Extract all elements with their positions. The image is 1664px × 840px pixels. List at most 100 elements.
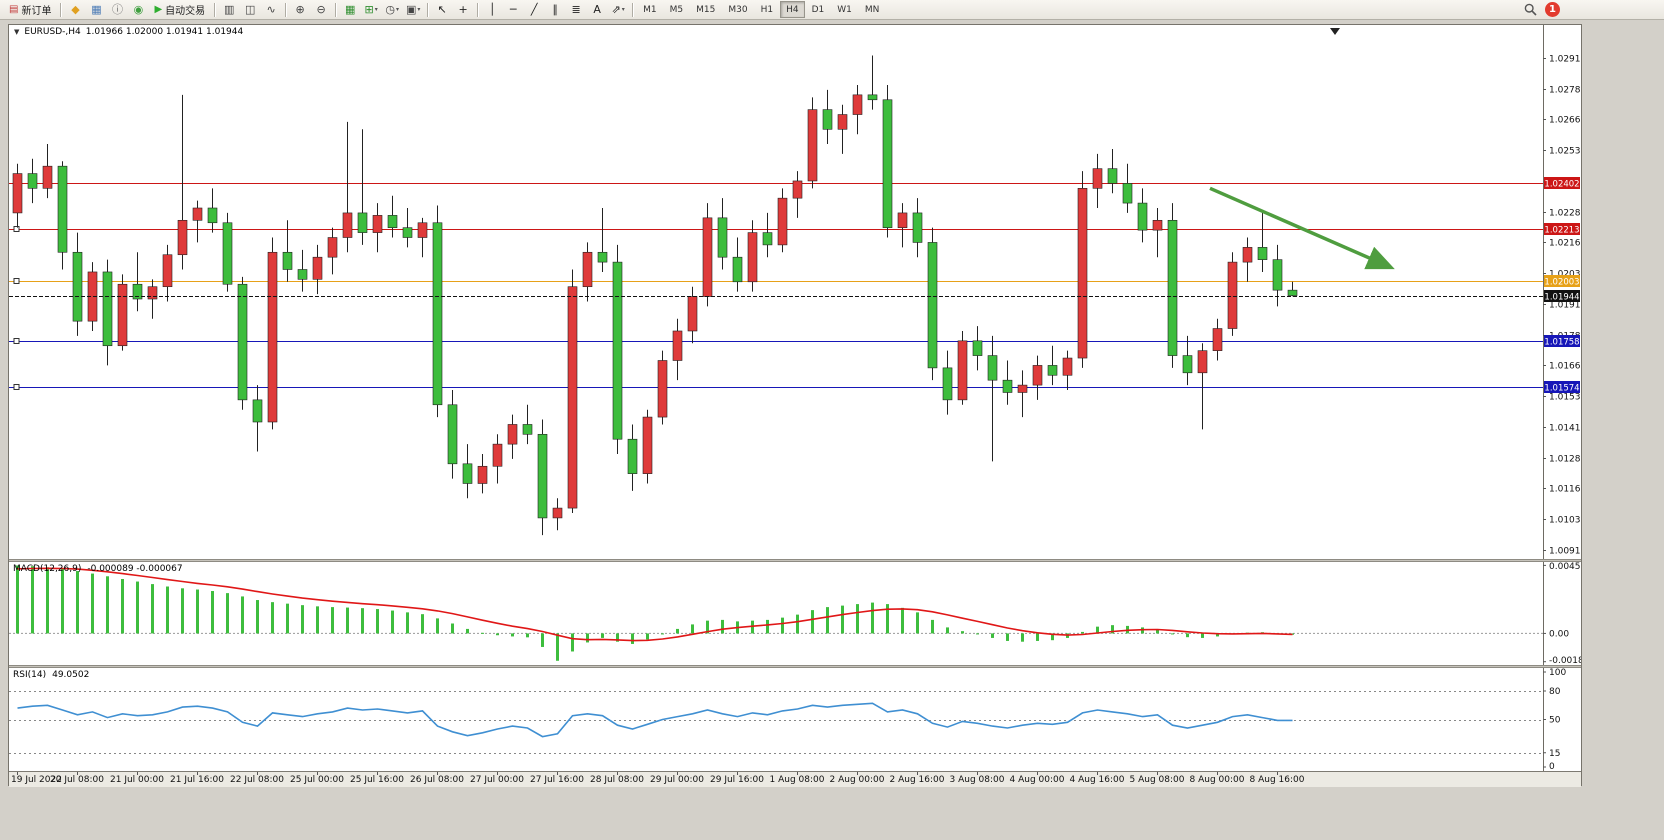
timeframe-h4-button[interactable]: H4 (780, 1, 805, 18)
time-label: 5 Aug 08:00 (1129, 775, 1185, 785)
pane-splitter[interactable] (9, 559, 1581, 562)
text-icon[interactable]: A (587, 1, 607, 18)
time-label: 29 Jul 16:00 (710, 775, 764, 785)
chevron-down-icon: ▾ (621, 5, 625, 13)
macd-name: MACD(12,26,9) (13, 564, 82, 574)
timeframe-m15-button[interactable]: M15 (696, 4, 716, 15)
new-chart-icon[interactable]: ⊞ ▾ (361, 1, 381, 18)
svg-text:1.01160: 1.01160 (1549, 485, 1581, 495)
svg-text:0.00: 0.00 (1549, 629, 1569, 639)
timeframe-m5-button[interactable]: M5 (669, 4, 684, 15)
timeframe-d1-button[interactable]: D1 (811, 4, 825, 15)
chevron-down-icon: ▾ (374, 5, 378, 13)
time-tick (497, 772, 498, 775)
search-icon[interactable] (1524, 3, 1537, 16)
fibonacci-icon[interactable]: ≣ (566, 1, 586, 18)
time-label: 20 Jul 08:00 (50, 775, 104, 785)
time-tick (917, 772, 918, 775)
svg-text:1.02003: 1.02003 (1544, 278, 1579, 288)
snapshot-icon[interactable]: ▣ ▾ (403, 1, 423, 18)
time-label: 2 Aug 16:00 (889, 775, 945, 785)
new-order-button[interactable]: ▤ 新订单 (4, 1, 56, 18)
time-tick (317, 772, 318, 775)
chart-dropdown-icon[interactable]: ▼ (14, 28, 20, 36)
period-icon: ◷ (385, 3, 395, 16)
data-window-icon[interactable]: ⓘ (107, 1, 127, 18)
toolbar-separator (335, 2, 337, 17)
rsi-value: 49.0502 (52, 670, 90, 680)
auto-trading-button-label: 自动交易 (165, 6, 206, 17)
svg-text:1.02785: 1.02785 (1549, 86, 1581, 96)
metaeditor-icon[interactable]: ◆ (65, 1, 85, 18)
time-tick (617, 772, 618, 775)
arrows-icon: ⇗ (611, 3, 621, 16)
time-label: 8 Aug 00:00 (1189, 775, 1245, 785)
auto-trading-button: ▶ (154, 4, 163, 15)
time-tick (137, 772, 138, 775)
bar-chart-icon[interactable]: ▥ (219, 1, 239, 18)
crosshair-icon: + (458, 3, 468, 16)
time-tick (77, 772, 78, 775)
navigator-icon[interactable]: ◉ (128, 1, 148, 18)
time-label: 27 Jul 00:00 (470, 775, 524, 785)
timeframe-m30-button[interactable]: M30 (728, 4, 748, 15)
notification-badge[interactable]: 1 (1545, 2, 1560, 17)
time-tick (857, 772, 858, 775)
rsi-pane[interactable]: 100 80 50 15 0 (9, 668, 1581, 771)
time-tick (797, 772, 798, 775)
zoom-in-icon[interactable]: ⊕ (290, 1, 310, 18)
line-chart-icon[interactable]: ∿ (261, 1, 281, 18)
toolbar-right: 1 (1524, 2, 1560, 17)
toolbar-separator (477, 2, 479, 17)
price-chart-pane[interactable]: 1.02910 1.02785 1.02660 1.02535 1.02285 1.021… (9, 25, 1581, 559)
pane-splitter[interactable] (9, 665, 1581, 668)
profiles-icon[interactable]: ▦ (86, 1, 106, 18)
candlestick-chart-icon[interactable]: ◫ (240, 1, 260, 18)
time-label: 25 Jul 00:00 (290, 775, 344, 785)
time-label: 21 Jul 16:00 (170, 775, 224, 785)
macd-pane[interactable]: 0.004525 0.00 -0.00188 (9, 562, 1581, 665)
trendline-icon[interactable]: ╱ (524, 1, 544, 18)
svg-text:1.01574: 1.01574 (1544, 384, 1579, 394)
timeframe-mn-button[interactable]: MN (864, 4, 880, 15)
chevron-down-icon: ▾ (395, 5, 399, 13)
timeframe-w1-button[interactable]: W1 (837, 4, 852, 15)
toolbar-separator (632, 2, 634, 17)
time-axis[interactable]: 19 Jul 2022 20 Jul 08:00 21 Jul 00:00 21 Ju… (9, 771, 1581, 787)
svg-text:1.01944: 1.01944 (1544, 293, 1579, 303)
svg-text:1.01910: 1.01910 (1549, 301, 1581, 311)
macd-values: -0.000089 -0.000067 (87, 564, 183, 574)
period-icon[interactable]: ◷ ▾ (382, 1, 402, 18)
time-tick (17, 772, 18, 775)
timeframe-m1-button[interactable]: M1 (643, 4, 657, 15)
svg-text:0: 0 (1549, 762, 1555, 771)
svg-text:1.02285: 1.02285 (1549, 209, 1581, 219)
channel-icon[interactable]: ∥ (545, 1, 565, 18)
svg-text:1.02402: 1.02402 (1544, 180, 1579, 190)
arrows-icon[interactable]: ⇗ ▾ (608, 1, 628, 18)
zoom-out-icon[interactable]: ⊖ (311, 1, 331, 18)
navigator-icon: ◉ (133, 3, 144, 16)
auto-trading-button[interactable]: ▶ 自动交易 (149, 1, 210, 18)
time-tick (1217, 772, 1218, 775)
svg-text:80: 80 (1549, 687, 1561, 697)
timeframe-h1-button[interactable]: H1 (760, 4, 774, 15)
crosshair-icon[interactable]: + (453, 1, 473, 18)
trendline-icon: ╱ (530, 3, 538, 16)
time-label: 22 Jul 08:00 (230, 775, 284, 785)
horizontal-line-icon[interactable]: ─ (503, 1, 523, 18)
new-order-button: ▤ (9, 4, 19, 15)
cursor-icon[interactable]: ↖ (432, 1, 452, 18)
timeframe-buttons: M1 M5 M15 M30 H1 H4 D1 W1 MN (637, 1, 885, 18)
time-tick (437, 772, 438, 775)
vertical-line-icon[interactable]: │ (482, 1, 502, 18)
svg-text:100: 100 (1549, 668, 1566, 678)
profiles-icon: ▦ (91, 3, 102, 16)
toolbar-separator (427, 2, 429, 17)
svg-text:0.004525: 0.004525 (1549, 562, 1581, 572)
svg-text:1.01758: 1.01758 (1544, 338, 1579, 348)
tile-windows-icon[interactable]: ▦ (340, 1, 360, 18)
time-label: 27 Jul 16:00 (530, 775, 584, 785)
data-window-icon: ⓘ (111, 3, 123, 16)
horizontal-line-icon: ─ (509, 3, 517, 16)
